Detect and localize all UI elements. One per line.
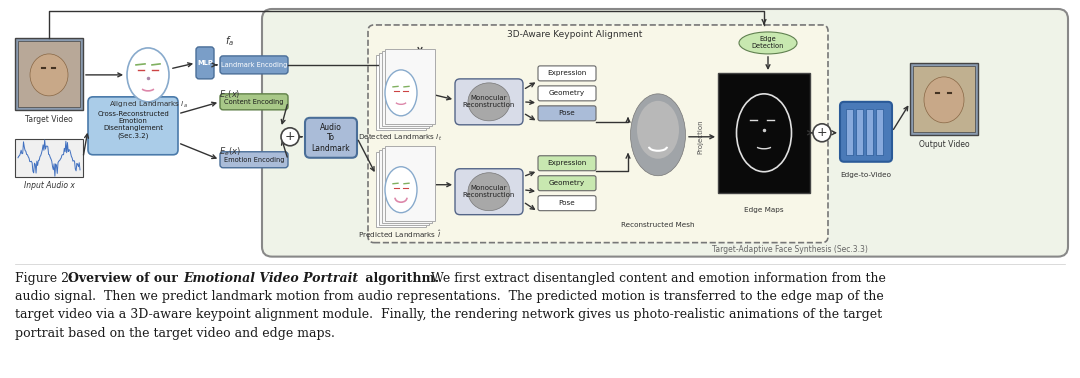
Ellipse shape [384,70,417,116]
Text: portrait based on the target video and edge maps.: portrait based on the target video and e… [15,327,335,339]
FancyBboxPatch shape [220,152,288,168]
FancyBboxPatch shape [195,47,214,79]
Circle shape [813,124,831,142]
Text: Predicted Landmarks $\hat{l}$: Predicted Landmarks $\hat{l}$ [359,229,442,240]
Ellipse shape [631,94,686,176]
Bar [15,38,83,110]
FancyBboxPatch shape [455,169,523,215]
FancyBboxPatch shape [455,79,523,125]
FancyBboxPatch shape [840,102,892,162]
Text: Aligned Landmarks $l_a$: Aligned Landmarks $l_a$ [109,100,187,110]
Bar [376,152,426,227]
Bar [913,66,975,132]
Ellipse shape [468,173,510,211]
Text: Target-Adaptive Face Synthesis (Sec.3.3): Target-Adaptive Face Synthesis (Sec.3.3) [712,245,868,254]
Text: Overview of our: Overview of our [68,272,183,285]
Text: target video via a 3D-aware keypoint alignment module.  Finally, the rendering n: target video via a 3D-aware keypoint ali… [15,308,882,321]
Bar [379,53,429,128]
Bar [718,73,810,193]
FancyBboxPatch shape [538,86,596,101]
FancyBboxPatch shape [538,176,596,191]
Text: Target Video: Target Video [25,115,72,124]
FancyBboxPatch shape [538,66,596,81]
Bar [384,146,435,221]
Text: Output Video: Output Video [919,140,970,149]
Text: Pose: Pose [558,200,576,206]
Ellipse shape [637,101,679,159]
Text: Edge-to-Video: Edge-to-Video [840,172,891,178]
FancyBboxPatch shape [538,196,596,211]
Text: Emotion Encoding: Emotion Encoding [224,157,284,163]
Text: Projection: Projection [697,119,703,154]
FancyBboxPatch shape [538,106,596,121]
Text: Figure 2:: Figure 2: [15,272,77,285]
Bar [376,55,426,130]
FancyBboxPatch shape [538,156,596,171]
Text: Expression: Expression [548,70,586,76]
Bar [384,49,435,124]
Text: $E_e(x)$: $E_e(x)$ [219,146,241,158]
Text: Content Encoding: Content Encoding [225,99,284,105]
Text: Monocular
Reconstruction: Monocular Reconstruction [463,185,515,198]
Text: Emotional Video Portrait: Emotional Video Portrait [183,272,359,285]
Bar [379,150,429,225]
FancyBboxPatch shape [220,56,288,74]
Text: Input Audio x: Input Audio x [24,181,75,190]
Text: algorithm.: algorithm. [361,272,440,285]
Text: 3D-Aware Keypoint Alignment: 3D-Aware Keypoint Alignment [508,31,643,39]
Text: Geometry: Geometry [549,180,585,186]
Bar [382,148,432,223]
Bar [382,51,432,126]
Text: $E_c(x)$: $E_c(x)$ [219,88,241,101]
Circle shape [281,128,299,146]
Text: Geometry: Geometry [549,90,585,96]
Bar [846,109,853,155]
Ellipse shape [924,77,964,123]
Ellipse shape [739,32,797,54]
Text: Cross-Reconstructed
Emotion
Disentanglement
(Sec.3.2): Cross-Reconstructed Emotion Disentanglem… [97,111,168,139]
Ellipse shape [30,54,68,96]
FancyBboxPatch shape [220,94,288,110]
Text: Audio
To
Landmark: Audio To Landmark [312,123,350,153]
Bar [866,109,873,155]
Bar [856,109,863,155]
FancyBboxPatch shape [368,25,828,243]
Ellipse shape [384,167,417,213]
Ellipse shape [468,83,510,121]
Bar [876,109,883,155]
Text: audio signal.  Then we predict landmark motion from audio representations.  The : audio signal. Then we predict landmark m… [15,290,883,303]
Text: Pose: Pose [558,110,576,116]
Text: Edge
Detection: Edge Detection [752,36,784,50]
Text: MLP: MLP [198,60,213,66]
Bar [18,41,80,107]
Text: Monocular
Reconstruction: Monocular Reconstruction [463,95,515,108]
FancyBboxPatch shape [262,9,1068,257]
Text: Landmark Encoding: Landmark Encoding [220,62,287,68]
Text: Expression: Expression [548,160,586,166]
Text: $f_a$: $f_a$ [226,34,234,48]
Text: +: + [285,130,295,143]
Bar [910,63,978,135]
Text: +: + [816,126,827,139]
Text: Reconstructed Mesh: Reconstructed Mesh [621,222,694,228]
Ellipse shape [127,48,168,102]
Text: Edge Maps: Edge Maps [744,207,784,213]
Text: Detected Landmarks $l_t$: Detected Landmarks $l_t$ [357,133,442,143]
Text: We first extract disentangled content and emotion information from the: We first extract disentangled content an… [423,272,886,285]
Bar [15,139,83,177]
FancyBboxPatch shape [87,97,178,155]
FancyBboxPatch shape [305,118,357,158]
